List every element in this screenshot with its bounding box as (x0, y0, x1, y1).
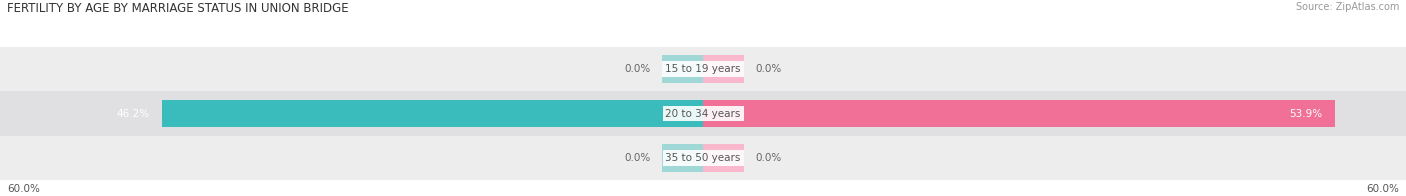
Text: 0.0%: 0.0% (624, 153, 650, 163)
Bar (662, 55, 703, 83)
Bar (662, 144, 703, 172)
Bar (0, 47, 1406, 92)
Text: 46.2%: 46.2% (117, 109, 150, 119)
Text: 0.0%: 0.0% (624, 64, 650, 74)
Text: 60.0%: 60.0% (7, 184, 39, 194)
Text: 0.0%: 0.0% (756, 64, 782, 74)
Bar (0, 92, 1406, 136)
Text: 35 to 50 years: 35 to 50 years (665, 153, 741, 163)
Bar (703, 100, 1334, 127)
Text: 53.9%: 53.9% (1289, 109, 1323, 119)
Text: FERTILITY BY AGE BY MARRIAGE STATUS IN UNION BRIDGE: FERTILITY BY AGE BY MARRIAGE STATUS IN U… (7, 2, 349, 15)
Bar (703, 144, 744, 172)
Bar (703, 55, 744, 83)
Text: 60.0%: 60.0% (1367, 184, 1399, 194)
Bar (162, 100, 703, 127)
Bar (0, 136, 1406, 180)
Text: Source: ZipAtlas.com: Source: ZipAtlas.com (1295, 2, 1399, 12)
Text: 20 to 34 years: 20 to 34 years (665, 109, 741, 119)
Text: 15 to 19 years: 15 to 19 years (665, 64, 741, 74)
Text: 0.0%: 0.0% (756, 153, 782, 163)
